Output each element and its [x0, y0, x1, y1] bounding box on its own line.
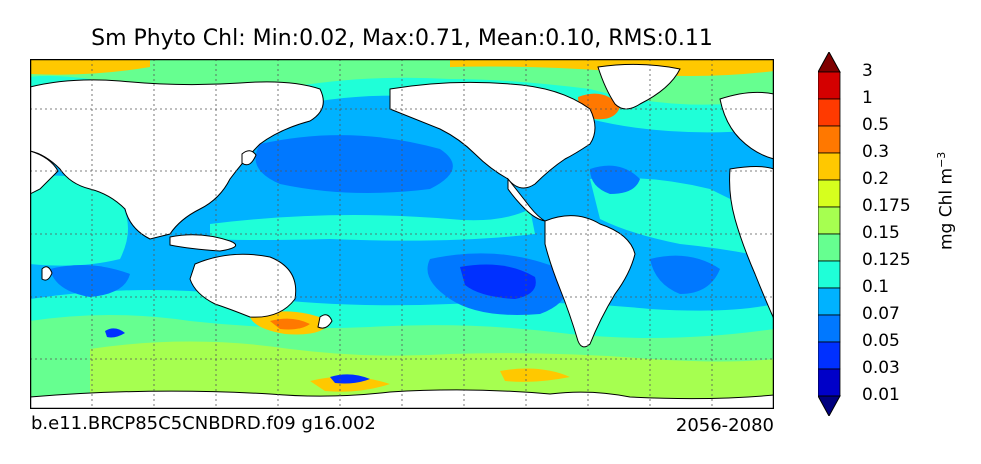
colorbar-tick-label: 0.3: [862, 142, 890, 162]
colorbar-swatch: [818, 125, 841, 154]
colorbar-tick-label: 3: [862, 61, 873, 81]
colorbar-swatch: [818, 179, 841, 208]
map-title: Sm Phyto Chl: Min:0.02, Max:0.71, Mean:0…: [91, 26, 713, 51]
south-pacific-gyre-core: [460, 264, 536, 299]
colorbar-tick-label: 0.2: [862, 169, 890, 189]
land-asia: [30, 79, 324, 240]
colorbar-units: mg Chl m−3: [935, 151, 957, 250]
colorbar-tick-label: 0.05: [862, 331, 900, 351]
equatorial-teal: [210, 209, 535, 241]
land-africa-east-edge: [30, 150, 59, 195]
chlorophyll-map: [30, 59, 774, 409]
colorbar-swatch: [818, 71, 841, 100]
colorbar-swatch: [818, 314, 841, 343]
north-atlantic-gyre: [590, 165, 640, 194]
case-name: b.e11.BRCP85C5CNBDRD.f09 g16.002: [31, 413, 376, 434]
colorbar-extend-max: [818, 52, 841, 73]
map-border: [30, 59, 774, 409]
land-south-america: [544, 215, 636, 348]
period-label: 2056-2080: [675, 415, 774, 436]
indian-gyre: [50, 265, 130, 297]
colorbar-swatch: [818, 287, 841, 316]
south-lime-band: [90, 341, 774, 409]
colorbar-tick-label: 1: [862, 88, 873, 108]
colorbar-tick-label: 0.5: [862, 115, 890, 135]
land-greenland: [597, 63, 681, 110]
southern-yellow: [310, 368, 570, 392]
graticule: [30, 59, 774, 409]
land-africa: [729, 166, 774, 320]
colorbar-swatch: [818, 98, 841, 127]
colorbar-tick-label: 0.03: [862, 358, 900, 378]
colorbar-tick-label: 0.15: [862, 223, 900, 243]
land-new-zealand: [317, 314, 333, 329]
colorbar-swatch: [818, 260, 841, 289]
colorbar-tick-label: 0.07: [862, 304, 900, 324]
south-atlantic-gyre: [650, 255, 720, 294]
indian-teal: [30, 175, 128, 266]
tasman-orange-core: [270, 318, 310, 330]
north-pacific-gyre: [255, 135, 453, 193]
land-australia: [189, 253, 297, 318]
colorbar-tick-label: 0.1: [862, 277, 890, 297]
colorbar-swatch: [818, 152, 841, 181]
colorbar-tick-label: 0.125: [862, 250, 911, 270]
colorbar-swatch: [818, 233, 841, 262]
colorbar-extend-min: [818, 395, 841, 416]
colorbar-tick-label: 0.175: [862, 196, 911, 216]
colorbar-swatch: [818, 341, 841, 370]
colorbar-swatch: [818, 206, 841, 235]
colorbar: [818, 52, 858, 416]
southern-blue-patch: [105, 328, 370, 384]
colorbar-swatch: [818, 368, 841, 397]
land-madagascar: [41, 266, 53, 281]
land-japan: [241, 150, 257, 166]
land-indonesia: [169, 234, 237, 252]
atlantic-teal: [590, 177, 774, 259]
colorbar-tick-label: 0.01: [862, 385, 900, 405]
arctic-yellow: [30, 59, 774, 76]
